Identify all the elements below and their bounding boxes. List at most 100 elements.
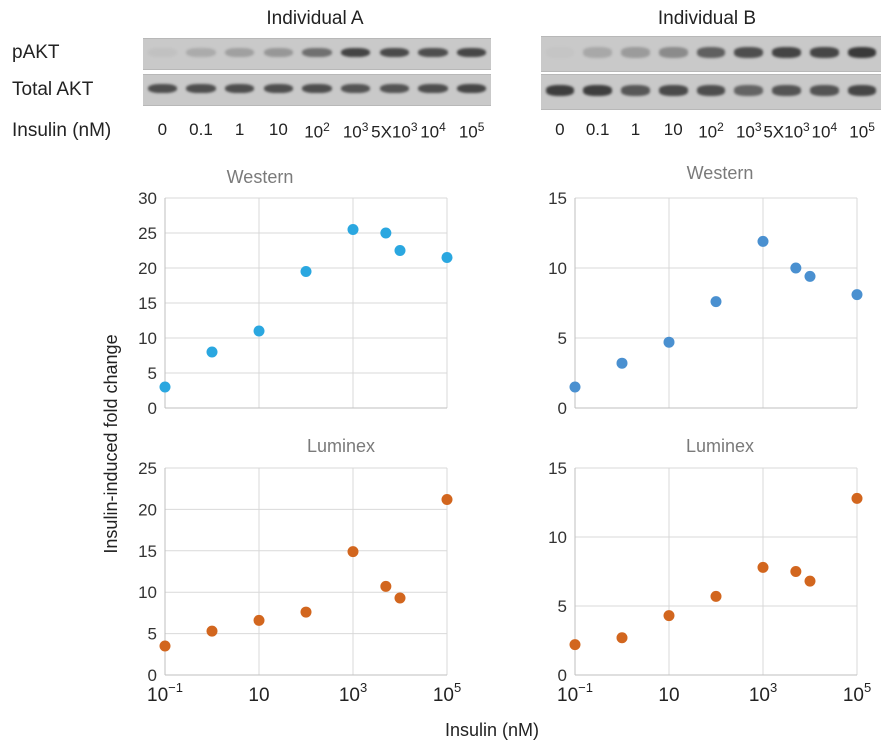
- blot-band: [621, 47, 650, 59]
- scatter-chart-2: 0 5 10 15: [548, 189, 863, 418]
- blot-band: [696, 85, 726, 97]
- lane-label: 5X103: [763, 120, 810, 142]
- y-tick-label: 10: [138, 329, 157, 348]
- data-point: [300, 606, 312, 618]
- data-point: [206, 625, 218, 637]
- blot-band: [545, 85, 575, 97]
- data-point: [441, 493, 453, 505]
- blot-band: [847, 85, 877, 97]
- y-tick-label: 5: [148, 364, 157, 383]
- chart-title-western-a: Western: [226, 167, 294, 187]
- lane-label: 0.1: [585, 120, 610, 139]
- blot-band: [147, 47, 177, 58]
- blot-band: [621, 85, 650, 97]
- lane-label: 103: [735, 120, 762, 142]
- blot-band: [418, 83, 448, 94]
- data-point: [616, 632, 628, 644]
- lane-label: 105: [849, 120, 875, 142]
- data-point: [851, 289, 863, 301]
- lane-label: 10: [268, 120, 288, 139]
- data-point: [253, 325, 265, 337]
- blot-band: [263, 83, 293, 94]
- blot-band: [734, 85, 764, 97]
- blot-band: [379, 47, 409, 58]
- scatter-chart-1: 0 5 10 15 20 25 30: [138, 189, 453, 418]
- data-point: [159, 640, 171, 652]
- lane-label: 5X103: [371, 120, 418, 142]
- y-tick-label: 15: [548, 459, 567, 478]
- lane-label: 105: [458, 120, 485, 142]
- data-point: [569, 381, 581, 393]
- lane-label: 0.1: [189, 120, 213, 139]
- x-tick-label: 10−1: [557, 680, 593, 706]
- lane-label: 1: [234, 120, 245, 139]
- blot-band: [456, 83, 487, 94]
- blot-band: [809, 85, 839, 97]
- blot-band: [847, 47, 877, 59]
- blot-band: [456, 47, 487, 58]
- data-point: [394, 592, 406, 604]
- y-tick-label: 10: [548, 259, 567, 278]
- y-tick-label: 5: [558, 329, 567, 348]
- y-tick-label: 10: [548, 528, 567, 547]
- blot-band: [418, 47, 448, 58]
- y-tick-label: 15: [138, 542, 157, 561]
- data-point: [380, 227, 392, 239]
- y-axis-label: Insulin-induced fold change: [101, 334, 121, 554]
- lane-label: 102: [698, 120, 724, 142]
- data-point: [347, 546, 359, 558]
- y-tick-label: 10: [138, 583, 157, 602]
- data-point: [616, 357, 628, 369]
- y-tick-label: 5: [148, 625, 157, 644]
- blot-band: [379, 83, 409, 94]
- y-tick-label: 20: [138, 259, 157, 278]
- chart-title-luminex-b: Luminex: [685, 436, 755, 456]
- lanes-label: Insulin (nM): [12, 120, 112, 141]
- lane-label: 0: [555, 120, 565, 139]
- chart-title-luminex-a: Luminex: [306, 436, 376, 456]
- data-point: [663, 610, 675, 622]
- row-label-pakt: pAKT: [12, 42, 60, 63]
- data-point: [790, 566, 802, 577]
- data-point: [394, 245, 406, 256]
- y-tick-label: 25: [138, 224, 157, 243]
- blot-band: [658, 47, 688, 59]
- data-point: [569, 639, 581, 651]
- y-tick-label: 0: [148, 666, 157, 685]
- x-tick-label: 105: [433, 680, 461, 706]
- x-tick-label: 103: [339, 680, 367, 706]
- blot-band: [340, 83, 371, 94]
- blot-band: [583, 47, 612, 59]
- y-tick-label: 25: [138, 459, 157, 478]
- y-tick-label: 0: [558, 399, 567, 418]
- y-tick-label: 15: [548, 189, 567, 208]
- blot-band: [696, 47, 726, 59]
- blot-band: [658, 85, 688, 97]
- data-point: [757, 235, 769, 247]
- data-point: [663, 336, 675, 348]
- blot-b-title: Individual B: [657, 8, 757, 29]
- y-tick-label: 0: [148, 399, 157, 418]
- y-tick-label: 0: [558, 666, 567, 685]
- blot-band: [224, 47, 255, 58]
- blot-band: [147, 83, 177, 94]
- y-tick-label: 15: [138, 294, 157, 313]
- x-tick-label: 105: [843, 680, 871, 706]
- blot-band: [772, 85, 801, 97]
- blot-band: [340, 47, 371, 58]
- lane-label: 104: [420, 120, 446, 142]
- lane-label: 104: [811, 120, 838, 142]
- data-point: [441, 252, 453, 263]
- blot-band: [186, 47, 216, 58]
- blot-band: [583, 85, 612, 97]
- data-point: [300, 266, 312, 277]
- blot-a-title: Individual A: [266, 8, 364, 29]
- blot-band: [186, 83, 216, 94]
- data-point: [851, 492, 863, 504]
- blot-band: [772, 47, 801, 59]
- lane-label: 0: [157, 120, 168, 139]
- lane-label: 1: [630, 120, 641, 139]
- lane-label: 102: [304, 120, 330, 142]
